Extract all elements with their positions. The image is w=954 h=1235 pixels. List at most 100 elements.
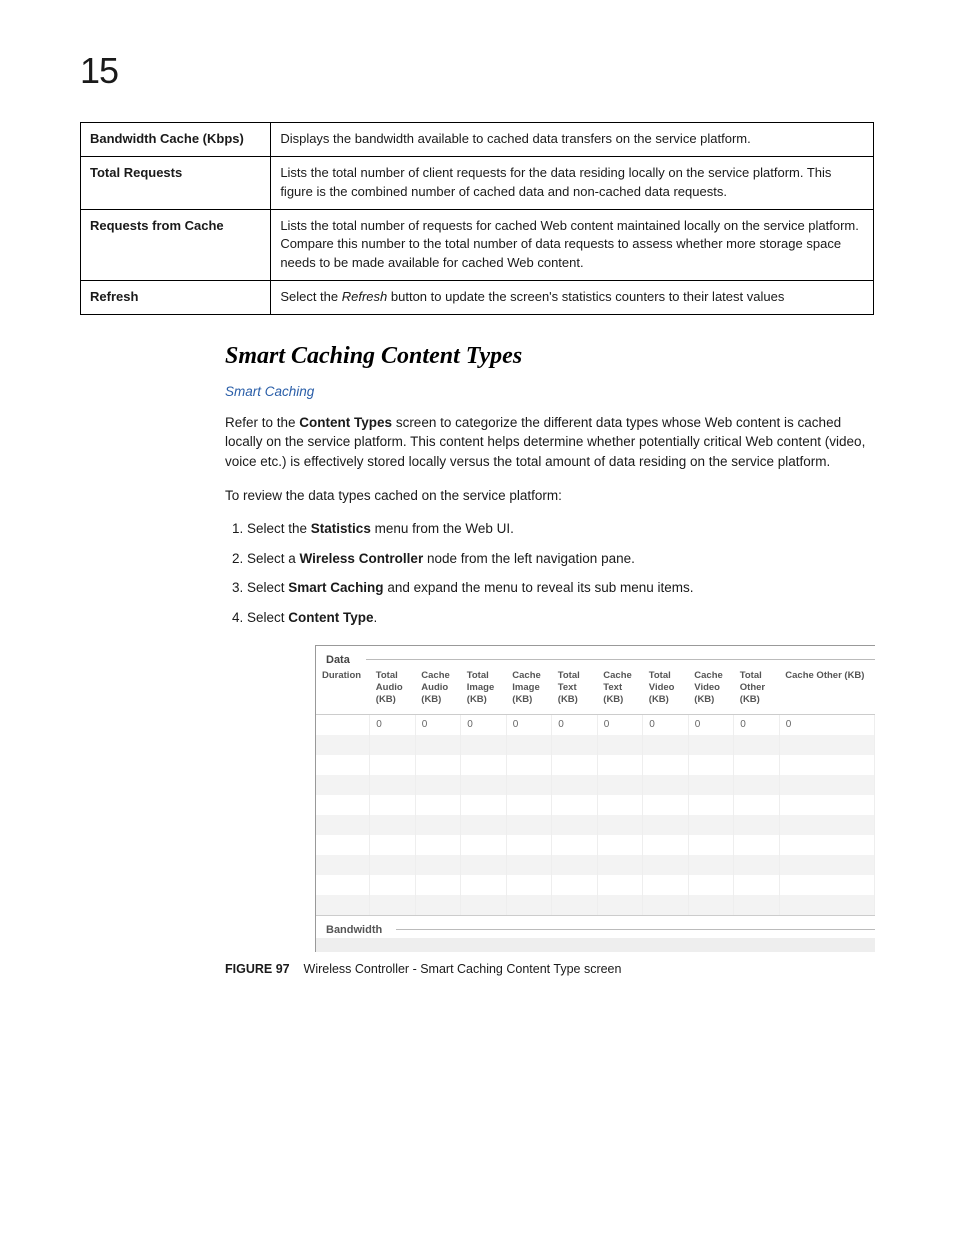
table-cell <box>461 835 507 855</box>
table-cell <box>415 895 461 915</box>
table-cell <box>552 735 598 755</box>
table-cell <box>643 755 689 775</box>
table-cell <box>643 875 689 895</box>
definition-term: Total Requests <box>81 156 271 209</box>
table-cell <box>597 755 643 775</box>
bandwidth-group-label: Bandwidth <box>316 915 875 940</box>
table-cell <box>688 895 734 915</box>
table-cell <box>779 795 874 815</box>
table-cell <box>370 835 416 855</box>
table-cell <box>461 815 507 835</box>
table-cell: 0 <box>643 715 689 735</box>
steps-list: Select the Statistics menu from the Web … <box>225 519 874 627</box>
table-cell <box>316 735 370 755</box>
table-cell <box>597 895 643 915</box>
table-cell <box>415 735 461 755</box>
column-header: Total Image (KB) <box>461 666 507 714</box>
column-header: Total Audio (KB) <box>370 666 416 714</box>
table-cell <box>461 875 507 895</box>
table-cell <box>734 735 780 755</box>
table-cell: 0 <box>597 715 643 735</box>
table-cell <box>316 715 370 735</box>
step-item: Select Smart Caching and expand the menu… <box>247 578 874 598</box>
table-cell <box>734 875 780 895</box>
table-cell <box>461 755 507 775</box>
definition-desc: Displays the bandwidth available to cach… <box>271 123 874 157</box>
column-header: Total Video (KB) <box>643 666 689 714</box>
table-cell: 0 <box>370 715 416 735</box>
table-cell <box>370 755 416 775</box>
table-cell <box>415 835 461 855</box>
table-row <box>316 895 875 915</box>
column-header: Cache Image (KB) <box>506 666 552 714</box>
table-cell <box>415 875 461 895</box>
table-cell: 0 <box>461 715 507 735</box>
table-cell <box>688 795 734 815</box>
table-cell <box>779 815 874 835</box>
table-cell <box>316 875 370 895</box>
table-cell <box>506 815 552 835</box>
data-group-label: Data <box>316 646 875 670</box>
table-cell <box>688 835 734 855</box>
table-cell <box>370 735 416 755</box>
table-cell <box>597 875 643 895</box>
table-cell <box>506 895 552 915</box>
table-cell <box>779 855 874 875</box>
table-cell <box>370 855 416 875</box>
table-cell <box>506 875 552 895</box>
table-cell <box>506 855 552 875</box>
table-cell <box>688 855 734 875</box>
table-cell <box>461 855 507 875</box>
table-cell <box>734 895 780 915</box>
table-cell <box>370 775 416 795</box>
table-cell <box>316 755 370 775</box>
content-type-table: DurationTotal Audio (KB)Cache Audio (KB)… <box>316 666 875 914</box>
intro-pre: Refer to the <box>225 415 299 430</box>
table-cell <box>506 775 552 795</box>
table-row <box>316 755 875 775</box>
table-cell <box>461 895 507 915</box>
table-cell <box>370 795 416 815</box>
table-cell <box>734 855 780 875</box>
intro-bold: Content Types <box>299 415 392 430</box>
column-header: Cache Other (KB) <box>779 666 874 714</box>
table-cell <box>688 875 734 895</box>
table-cell <box>688 755 734 775</box>
table-cell <box>461 735 507 755</box>
table-cell <box>734 775 780 795</box>
table-cell <box>415 755 461 775</box>
intro-paragraph: Refer to the Content Types screen to cat… <box>225 413 874 472</box>
table-cell <box>552 855 598 875</box>
table-cell <box>734 835 780 855</box>
table-cell <box>552 775 598 795</box>
step-item: Select a Wireless Controller node from t… <box>247 549 874 569</box>
table-row <box>316 855 875 875</box>
column-header: Cache Audio (KB) <box>415 666 461 714</box>
table-cell: 0 <box>506 715 552 735</box>
definition-desc: Select the Refresh button to update the … <box>271 281 874 315</box>
figure-text: Wireless Controller - Smart Caching Cont… <box>304 962 622 976</box>
table-cell <box>415 815 461 835</box>
table-cell <box>415 775 461 795</box>
table-cell <box>461 795 507 815</box>
table-cell <box>552 815 598 835</box>
table-cell <box>461 775 507 795</box>
table-cell <box>552 795 598 815</box>
definition-desc: Lists the total number of client request… <box>271 156 874 209</box>
table-cell <box>597 815 643 835</box>
table-cell <box>779 835 874 855</box>
table-cell <box>316 795 370 815</box>
table-cell: 0 <box>415 715 461 735</box>
table-cell <box>734 815 780 835</box>
definition-term: Requests from Cache <box>81 209 271 281</box>
table-cell <box>506 835 552 855</box>
table-cell: 0 <box>552 715 598 735</box>
table-cell <box>552 875 598 895</box>
table-cell <box>506 795 552 815</box>
table-cell <box>316 815 370 835</box>
step-item: Select Content Type. <box>247 608 874 628</box>
table-cell <box>688 815 734 835</box>
table-cell <box>506 735 552 755</box>
table-cell <box>779 735 874 755</box>
table-cell <box>734 755 780 775</box>
